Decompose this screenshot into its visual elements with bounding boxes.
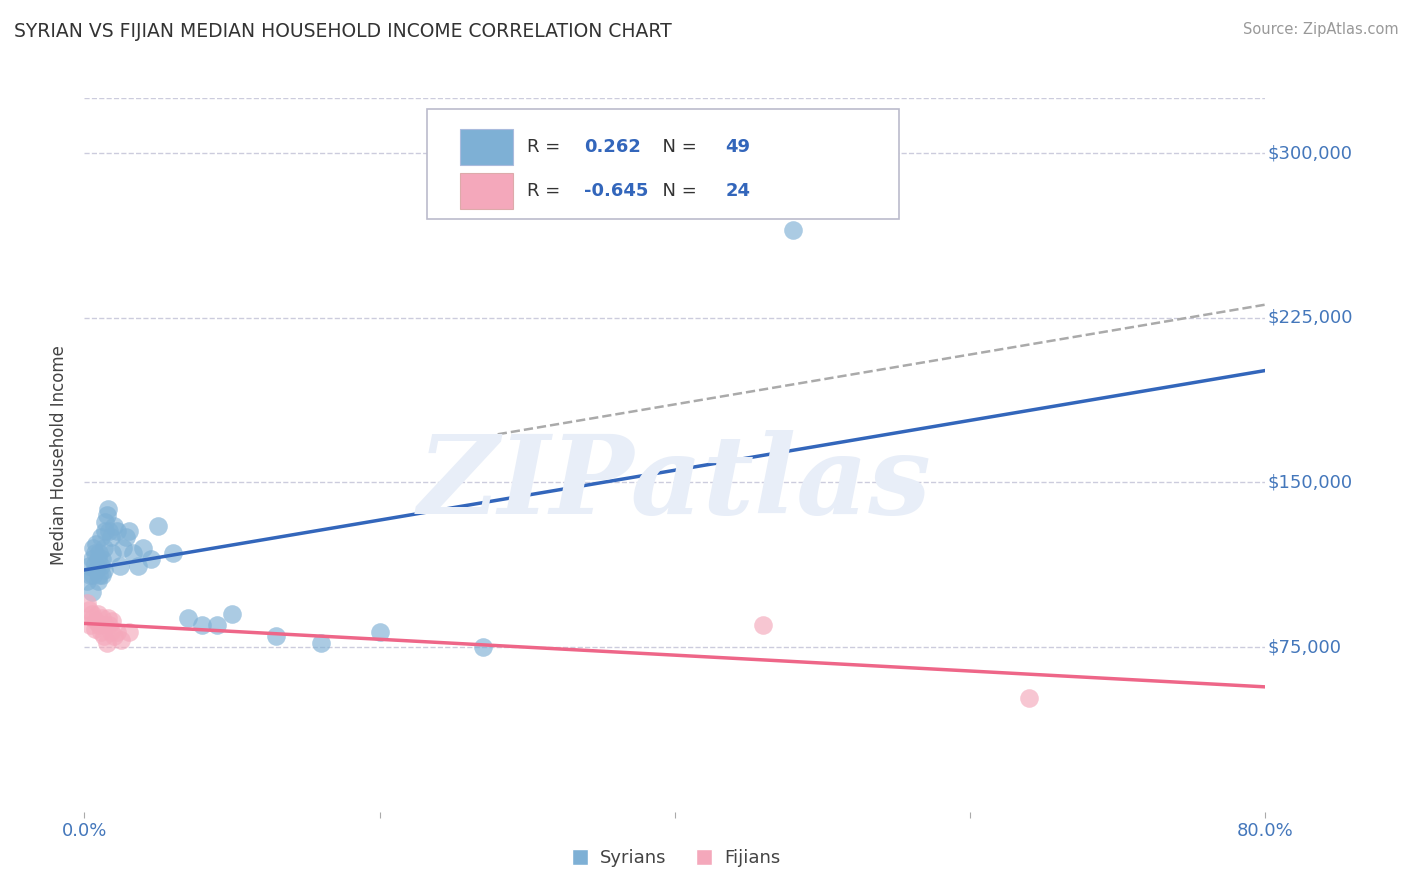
Point [93, 629, 115, 643]
Point [191, 618, 214, 632]
Y-axis label: Median Household Income: Median Household Income [51, 345, 69, 565]
Point [221, 607, 243, 621]
Point [90, 530, 112, 544]
Point [111, 541, 134, 556]
Text: 24: 24 [725, 182, 751, 200]
Point [82, 611, 104, 625]
Point [264, 629, 288, 643]
Point [83, 557, 105, 571]
Point [108, 558, 131, 573]
Point [110, 633, 132, 648]
Text: $225,000: $225,000 [1268, 309, 1353, 326]
Point [100, 530, 122, 544]
Point [309, 635, 332, 649]
Point [94, 524, 117, 538]
Text: Source: ZipAtlas.com: Source: ZipAtlas.com [1243, 22, 1399, 37]
Point [84, 563, 107, 577]
Point [84, 614, 107, 628]
Point [83, 623, 105, 637]
Point [93, 541, 115, 556]
Point [101, 614, 124, 628]
Text: -0.645: -0.645 [583, 182, 648, 200]
Point [148, 519, 170, 533]
Text: 0.262: 0.262 [583, 137, 641, 156]
Text: N =: N = [651, 182, 703, 200]
Point [93, 563, 115, 577]
Point [97, 611, 120, 625]
Point [87, 618, 111, 632]
Point [91, 567, 114, 582]
Text: $300,000: $300,000 [1268, 144, 1353, 162]
Point [162, 546, 184, 560]
Point [80, 552, 103, 566]
Point [127, 558, 149, 573]
Point [77, 603, 100, 617]
Point [91, 611, 114, 625]
Text: ZIPatlas: ZIPatlas [418, 430, 932, 537]
Point [132, 541, 155, 556]
Point [79, 618, 101, 632]
Point [105, 624, 128, 639]
Point [122, 546, 145, 560]
Point [96, 635, 118, 649]
Point [96, 508, 118, 523]
Point [77, 558, 100, 573]
Point [91, 552, 114, 566]
Point [118, 624, 141, 639]
Text: R =: R = [527, 137, 567, 156]
Point [80, 585, 103, 599]
Point [80, 607, 103, 621]
Text: SYRIAN VS FIJIAN MEDIAN HOUSEHOLD INCOME CORRELATION CHART: SYRIAN VS FIJIAN MEDIAN HOUSEHOLD INCOME… [14, 22, 672, 41]
Text: R =: R = [527, 182, 567, 200]
Text: N =: N = [651, 137, 703, 156]
Point [86, 607, 108, 621]
Point [98, 524, 121, 538]
Point [76, 596, 98, 610]
Point [87, 567, 111, 582]
Point [83, 546, 105, 560]
Legend: Syrians, Fijians: Syrians, Fijians [562, 842, 787, 874]
Point [782, 223, 804, 237]
Point [90, 558, 112, 573]
Point [79, 567, 101, 582]
Point [82, 567, 104, 582]
Point [118, 524, 141, 538]
Point [114, 530, 136, 544]
Text: 49: 49 [725, 137, 751, 156]
Point [94, 618, 117, 632]
Point [82, 541, 104, 556]
Point [87, 546, 111, 560]
FancyBboxPatch shape [427, 109, 900, 219]
Point [101, 546, 124, 560]
Point [76, 574, 98, 589]
Point [103, 519, 125, 533]
Point [368, 624, 391, 639]
Point [97, 501, 120, 516]
Point [103, 629, 125, 643]
Point [1018, 690, 1040, 705]
Point [84, 537, 107, 551]
Point [98, 618, 121, 632]
Text: $150,000: $150,000 [1268, 474, 1353, 491]
Point [86, 574, 108, 589]
Point [205, 618, 228, 632]
Point [94, 515, 117, 529]
Text: $75,000: $75,000 [1268, 638, 1341, 656]
Bar [460, 173, 513, 209]
Point [86, 552, 108, 566]
Point [139, 552, 162, 566]
Point [90, 624, 112, 639]
Point [177, 611, 200, 625]
Point [472, 640, 495, 654]
Bar [460, 129, 513, 165]
Point [100, 624, 122, 639]
Point [105, 524, 128, 538]
Point [752, 618, 775, 632]
